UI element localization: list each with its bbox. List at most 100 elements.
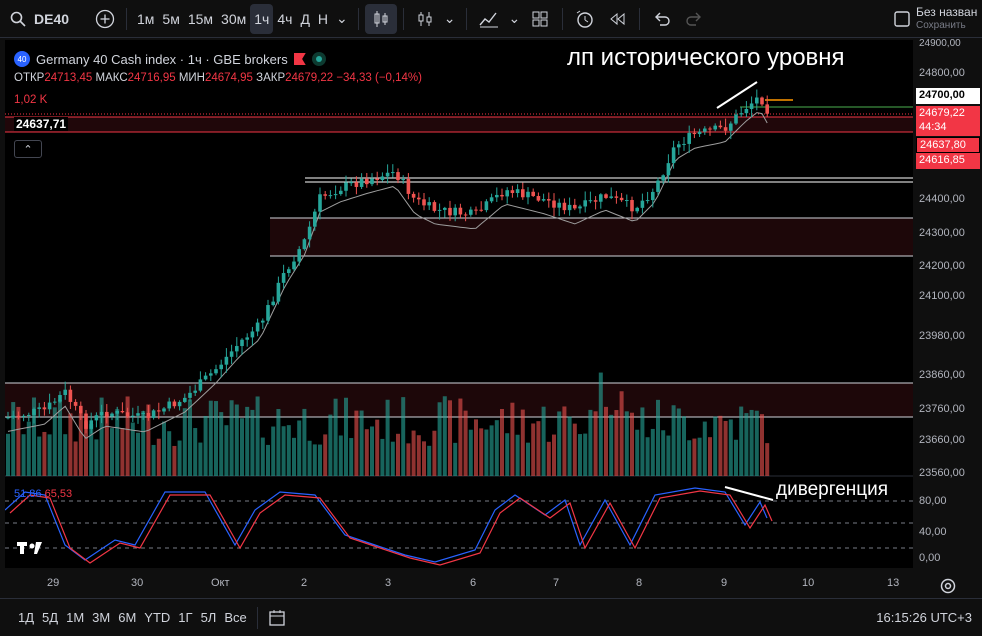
candle-body xyxy=(635,207,639,212)
open-label: ОТКР xyxy=(14,72,45,84)
time-axis[interactable]: 29 30 Окт 2 3 6 7 8 9 10 13 xyxy=(5,568,913,598)
chart-canvas[interactable] xyxy=(4,40,913,568)
moving-average-line xyxy=(7,112,768,439)
alert-icon[interactable] xyxy=(569,4,601,34)
redo-icon[interactable] xyxy=(678,4,710,34)
undo-icon[interactable] xyxy=(646,4,678,34)
divider xyxy=(639,7,641,30)
candle-body xyxy=(723,127,728,131)
volume-bar xyxy=(219,412,224,476)
volume-bar xyxy=(11,402,16,476)
volume-bar xyxy=(656,399,660,476)
candle-body xyxy=(281,273,286,283)
volume-bar xyxy=(224,425,229,476)
indicators-button-icon[interactable] xyxy=(473,4,505,34)
candle-body xyxy=(261,320,265,323)
range-all[interactable]: Все xyxy=(224,610,247,625)
stoch-d-value: 65,53 xyxy=(44,488,73,500)
range-5d[interactable]: 5Д xyxy=(42,610,59,625)
candle-body xyxy=(53,401,57,403)
candle-body xyxy=(37,407,41,409)
interval-dropdown-icon[interactable]: ⌄ xyxy=(336,10,348,26)
volume-bar xyxy=(687,440,692,476)
range-1d[interactable]: 1Д xyxy=(18,610,35,625)
range-1y[interactable]: 1Г xyxy=(178,610,193,625)
candle-body xyxy=(739,113,743,115)
replay-icon[interactable] xyxy=(601,4,633,34)
symbol-name[interactable]: DE40 xyxy=(34,10,70,27)
candle-body xyxy=(125,412,130,417)
range-6m[interactable]: 6М xyxy=(118,610,137,625)
clock-timezone[interactable]: 16:15:26 UTC+3 xyxy=(876,610,972,625)
annotation-historical-level[interactable]: лп исторического уровня xyxy=(567,44,845,71)
chart-type-dropdown-icon[interactable]: ⌄ xyxy=(443,10,456,26)
chart-pane[interactable] xyxy=(4,40,913,568)
candle-body xyxy=(229,351,234,357)
divider xyxy=(402,7,404,30)
volume-bar xyxy=(630,412,634,476)
candle-body xyxy=(323,194,327,196)
interval-15m[interactable]: 15м xyxy=(187,10,214,27)
candle-body xyxy=(541,199,546,201)
interval-week[interactable]: Н xyxy=(317,10,329,27)
volume-bar xyxy=(531,423,536,476)
candle-body xyxy=(292,261,296,270)
interval-5m[interactable]: 5м xyxy=(162,10,180,27)
volume-bar xyxy=(297,420,302,476)
candle-body xyxy=(599,194,603,202)
chart-settings-icon[interactable] xyxy=(938,576,958,596)
interval-1h[interactable]: 1ч xyxy=(250,3,274,34)
candle-body xyxy=(151,410,156,418)
volume-bar xyxy=(624,411,629,476)
indicators-icon[interactable] xyxy=(410,4,440,34)
candle-body xyxy=(677,144,681,148)
candle-body xyxy=(411,193,416,198)
range-5y[interactable]: 5Л xyxy=(200,610,217,625)
collapse-legend-button[interactable]: ⌃ xyxy=(14,140,42,158)
volume-bar xyxy=(323,434,328,476)
layout-grid-icon[interactable] xyxy=(524,4,556,34)
volume-bar xyxy=(42,431,47,476)
price-label: 23860,00 xyxy=(919,369,965,381)
goto-date-icon[interactable] xyxy=(264,603,290,633)
search-icon[interactable] xyxy=(6,4,30,34)
candle-body xyxy=(604,194,608,198)
candle-body xyxy=(536,196,541,201)
compare-add-icon[interactable] xyxy=(90,4,120,34)
interval-30m[interactable]: 30м xyxy=(221,10,247,27)
legend-title[interactable]: Germany 40 Cash index · 1ч · GBE brokers xyxy=(36,51,288,67)
candles-layer xyxy=(6,89,769,434)
interval-1m[interactable]: 1м xyxy=(137,10,155,27)
volume-bar xyxy=(484,429,489,476)
indicators-dropdown-icon[interactable]: ⌄ xyxy=(508,10,521,26)
candle-body xyxy=(167,401,171,409)
candle-body xyxy=(749,103,754,110)
candles-icon[interactable] xyxy=(364,3,397,34)
candle-body xyxy=(302,239,307,250)
volume-bar xyxy=(463,410,468,476)
range-ytd[interactable]: YTD xyxy=(144,610,171,625)
layout-checkbox-icon[interactable] xyxy=(888,4,916,34)
volume-bar xyxy=(78,413,83,476)
annotation-divergence[interactable]: дивергенция xyxy=(776,479,889,500)
candle-body xyxy=(547,199,551,201)
candle-body xyxy=(177,401,182,407)
candle-body xyxy=(567,204,572,211)
flag-icon[interactable] xyxy=(293,53,306,65)
price-axis[interactable]: 24900,00 24800,00 24400,00 24300,00 2420… xyxy=(913,38,982,568)
price-label: 24300,00 xyxy=(919,227,965,239)
candle-body xyxy=(84,413,88,429)
candle-body xyxy=(73,401,78,406)
volume-bar xyxy=(136,432,140,476)
candle-body xyxy=(214,369,218,374)
horizontal-line-label[interactable]: 24637,71 xyxy=(14,117,69,131)
volume-bar xyxy=(151,444,156,476)
tradingview-logo xyxy=(17,542,42,554)
layout-title[interactable]: Без назван Сохранить xyxy=(916,6,982,32)
candle-body xyxy=(99,411,104,416)
range-1m[interactable]: 1М xyxy=(66,610,85,625)
interval-day[interactable]: Д xyxy=(300,10,310,27)
volume-bar xyxy=(604,406,608,476)
interval-4h[interactable]: 4ч xyxy=(277,10,293,27)
range-3m[interactable]: 3М xyxy=(92,610,111,625)
